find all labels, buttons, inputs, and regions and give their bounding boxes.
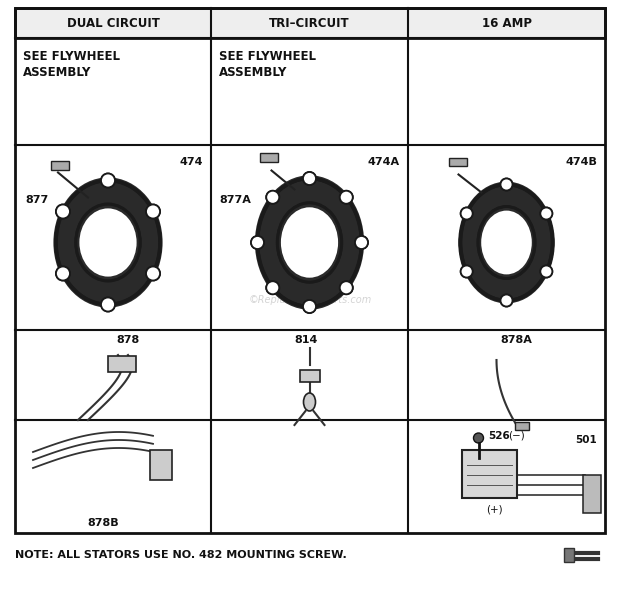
FancyBboxPatch shape	[564, 548, 574, 562]
Circle shape	[101, 298, 115, 311]
FancyBboxPatch shape	[260, 153, 278, 162]
Ellipse shape	[255, 175, 364, 310]
FancyBboxPatch shape	[461, 450, 516, 498]
Text: 501: 501	[575, 435, 596, 445]
FancyBboxPatch shape	[108, 356, 136, 372]
Text: 878B: 878B	[87, 518, 119, 528]
Circle shape	[340, 191, 353, 204]
Circle shape	[266, 281, 279, 294]
Circle shape	[340, 281, 353, 294]
Circle shape	[56, 204, 70, 218]
FancyBboxPatch shape	[150, 450, 172, 480]
Text: 814: 814	[294, 335, 318, 345]
Circle shape	[355, 236, 368, 249]
Circle shape	[251, 236, 264, 249]
Bar	[15, 8, 605, 533]
Circle shape	[461, 265, 472, 278]
Circle shape	[500, 179, 513, 191]
Circle shape	[541, 265, 552, 278]
Ellipse shape	[481, 211, 532, 275]
Circle shape	[355, 236, 368, 249]
Circle shape	[303, 172, 316, 185]
Text: SEE FLYWHEEL
ASSEMBLY: SEE FLYWHEEL ASSEMBLY	[219, 50, 316, 79]
Text: (+): (+)	[486, 505, 503, 515]
Text: ©ReplacementParts.com: ©ReplacementParts.com	[249, 295, 371, 305]
Text: SEE FLYWHEEL
ASSEMBLY: SEE FLYWHEEL ASSEMBLY	[23, 50, 120, 79]
Circle shape	[500, 294, 513, 307]
Text: 877A: 877A	[219, 195, 251, 205]
Circle shape	[461, 208, 472, 220]
Circle shape	[146, 266, 160, 281]
Circle shape	[461, 265, 472, 278]
Circle shape	[266, 191, 279, 204]
Circle shape	[541, 208, 552, 220]
Bar	[15, 8, 605, 38]
Ellipse shape	[53, 178, 162, 308]
Circle shape	[474, 433, 484, 443]
Circle shape	[303, 300, 316, 313]
Text: 878: 878	[117, 335, 140, 345]
Circle shape	[266, 281, 279, 294]
Circle shape	[340, 281, 353, 294]
Circle shape	[101, 173, 115, 188]
Text: DUAL CIRCUIT: DUAL CIRCUIT	[66, 17, 159, 30]
Circle shape	[266, 191, 279, 204]
Circle shape	[56, 266, 70, 281]
Text: 474B: 474B	[565, 157, 597, 167]
Circle shape	[541, 265, 552, 278]
Text: TRI–CIRCUIT: TRI–CIRCUIT	[269, 17, 350, 30]
Circle shape	[303, 172, 316, 185]
FancyBboxPatch shape	[448, 157, 466, 166]
Circle shape	[541, 208, 552, 220]
Ellipse shape	[79, 208, 136, 276]
Text: 474A: 474A	[368, 157, 400, 167]
Text: 878A: 878A	[500, 335, 533, 345]
Circle shape	[340, 191, 353, 204]
Text: 526: 526	[489, 431, 510, 441]
Circle shape	[56, 266, 70, 281]
Ellipse shape	[458, 182, 555, 303]
FancyBboxPatch shape	[583, 475, 601, 513]
Circle shape	[146, 204, 160, 218]
Circle shape	[101, 173, 115, 188]
Bar	[15, 8, 605, 38]
Circle shape	[461, 208, 472, 220]
Text: (−): (−)	[508, 431, 525, 441]
Ellipse shape	[304, 393, 316, 411]
FancyBboxPatch shape	[515, 422, 528, 430]
Circle shape	[56, 204, 70, 218]
FancyBboxPatch shape	[51, 160, 69, 169]
Text: 16 AMP: 16 AMP	[482, 17, 531, 30]
Circle shape	[146, 204, 160, 218]
Circle shape	[500, 294, 513, 307]
Circle shape	[303, 300, 316, 313]
Text: 877: 877	[25, 195, 48, 205]
Circle shape	[146, 266, 160, 281]
Text: 474: 474	[180, 157, 203, 167]
Ellipse shape	[281, 207, 338, 278]
Circle shape	[500, 179, 513, 191]
FancyBboxPatch shape	[299, 370, 319, 382]
Circle shape	[101, 298, 115, 311]
Circle shape	[251, 236, 264, 249]
Text: NOTE: ALL STATORS USE NO. 482 MOUNTING SCREW.: NOTE: ALL STATORS USE NO. 482 MOUNTING S…	[15, 550, 347, 560]
